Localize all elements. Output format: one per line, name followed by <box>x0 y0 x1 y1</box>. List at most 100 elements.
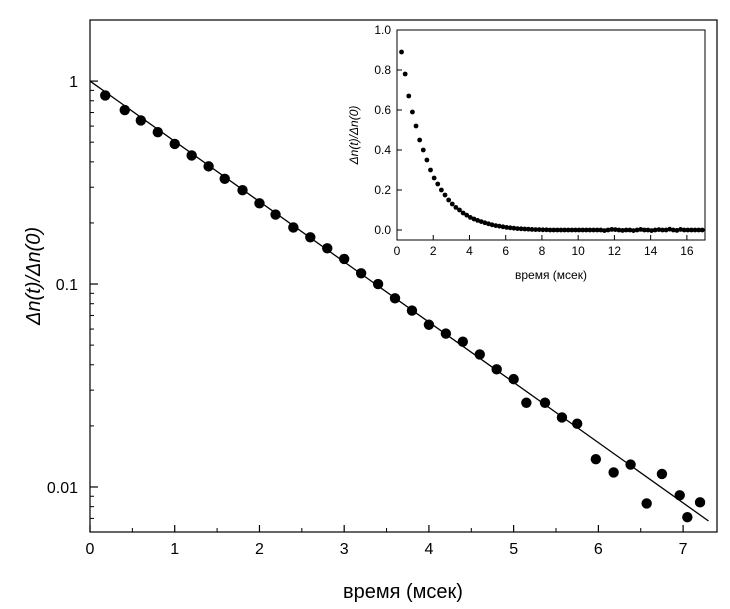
main-data-point <box>219 173 230 185</box>
main-x-axis: 0 1 2 3 4 5 6 7 <box>86 525 688 558</box>
inset-data-point <box>464 212 470 218</box>
inset-data-point <box>489 222 495 228</box>
inset-data-point <box>406 93 412 99</box>
inset-data-point <box>674 228 680 233</box>
inset-y-tick-label: 1.0 <box>374 23 391 37</box>
main-data-point <box>169 138 180 150</box>
inset-data-point <box>641 227 647 233</box>
inset-data-point <box>529 227 535 232</box>
main-x-tick-label: 1 <box>170 541 179 558</box>
inset-data-point <box>649 228 654 234</box>
main-data-point <box>508 373 519 385</box>
main-x-axis-title: время (мсек) <box>343 581 463 603</box>
main-plot-frame <box>89 19 718 533</box>
main-x-tick-label: 5 <box>509 541 518 558</box>
main-data-point <box>203 161 214 172</box>
inset-data-point <box>594 227 600 233</box>
main-data-point <box>237 184 248 196</box>
inset-data-points <box>399 49 705 234</box>
main-data-point <box>288 222 299 233</box>
inset-data-point <box>656 227 662 233</box>
inset-x-tick-label: 6 <box>502 244 509 258</box>
inset-data-point <box>471 216 477 222</box>
inset-data-point <box>692 227 698 233</box>
main-data-point <box>440 328 452 339</box>
inset-data-point <box>554 227 560 233</box>
inset-data-point <box>696 227 702 233</box>
main-data-point <box>521 397 532 408</box>
main-x-tick-label: 4 <box>424 541 433 558</box>
inset-data-point <box>558 227 564 233</box>
inset-data-point <box>486 221 491 227</box>
inset-data-point <box>602 228 607 234</box>
inset-x-tick-label: 10 <box>571 244 585 258</box>
inset-x-tick-label: 4 <box>466 244 473 258</box>
main-data-point <box>322 243 333 254</box>
inset-data-point <box>681 227 687 233</box>
inset-data-point <box>627 227 633 233</box>
inset-data-point <box>609 227 615 232</box>
inset-y-tick-label: 0.0 <box>374 223 391 237</box>
main-x-tick-label: 2 <box>255 541 264 558</box>
inset-data-point <box>515 226 520 232</box>
inset-data-point <box>431 175 437 181</box>
main-data-point <box>590 454 602 465</box>
inset-data-point <box>623 227 629 233</box>
inset-data-point <box>413 123 419 129</box>
inset-data-point <box>453 205 459 210</box>
main-data-point <box>556 412 568 423</box>
inset-data-point <box>417 137 423 143</box>
inset-data-point <box>467 215 473 220</box>
inset-data-point <box>591 227 596 233</box>
main-data-point <box>406 305 418 316</box>
main-y-axis-title: Δn(t)/Δn(0) <box>23 227 45 326</box>
inset-y-axis: 0.0 0.2 0.4 0.6 0.8 1.0 <box>374 23 402 237</box>
main-x-tick-label: 3 <box>340 541 349 558</box>
inset-data-point <box>663 227 669 233</box>
inset-y-tick-label: 0.6 <box>374 103 391 117</box>
inset-x-tick-label: 16 <box>680 244 694 258</box>
inset-data-point <box>475 218 481 223</box>
inset-data-point <box>638 227 644 232</box>
inset-data-point <box>660 227 665 233</box>
main-data-point <box>305 232 316 243</box>
main-data-point <box>457 336 469 347</box>
inset-data-point <box>699 227 705 233</box>
main-data-point <box>641 498 652 509</box>
inset-data-point <box>504 225 510 230</box>
inset-data-point <box>631 228 636 234</box>
inset-y-tick-label: 0.4 <box>374 143 391 157</box>
inset-data-point <box>435 181 441 187</box>
inset-data-point <box>645 227 651 233</box>
inset-x-tick-label: 12 <box>608 244 622 258</box>
inset-data-point <box>496 223 502 229</box>
inset-data-point <box>670 227 676 233</box>
main-data-point <box>100 90 111 101</box>
inset-data-point <box>402 71 408 77</box>
main-x-tick-label: 6 <box>594 541 603 558</box>
inset-data-point <box>449 201 455 207</box>
inset-data-point <box>612 227 618 233</box>
main-data-point <box>682 511 693 523</box>
main-x-tick-label: 0 <box>86 541 95 558</box>
inset-data-point <box>569 227 575 233</box>
inset-data-point <box>536 227 542 233</box>
inset-x-tick-label: 0 <box>394 244 401 258</box>
inset-plot-panel: 0 2 4 6 8 10 12 14 16 0.0 0.2 0.4 0.6 0.8 1.0 время (… <box>347 23 706 282</box>
inset-data-point <box>667 226 673 232</box>
inset-data-point <box>457 207 462 213</box>
main-data-point <box>694 497 706 508</box>
main-data-point <box>474 349 485 360</box>
inset-data-point <box>562 227 567 233</box>
main-data-point <box>608 467 619 478</box>
inset-data-point <box>424 157 430 163</box>
main-data-point <box>254 198 265 209</box>
inset-data-point <box>580 227 586 233</box>
inset-data-point <box>583 227 589 233</box>
main-y-axis: 1 0.1 0.01 <box>47 19 98 533</box>
main-data-point <box>389 293 401 304</box>
inset-data-point <box>598 227 604 233</box>
inset-data-point <box>511 225 517 231</box>
inset-x-tick-label: 8 <box>539 244 546 258</box>
